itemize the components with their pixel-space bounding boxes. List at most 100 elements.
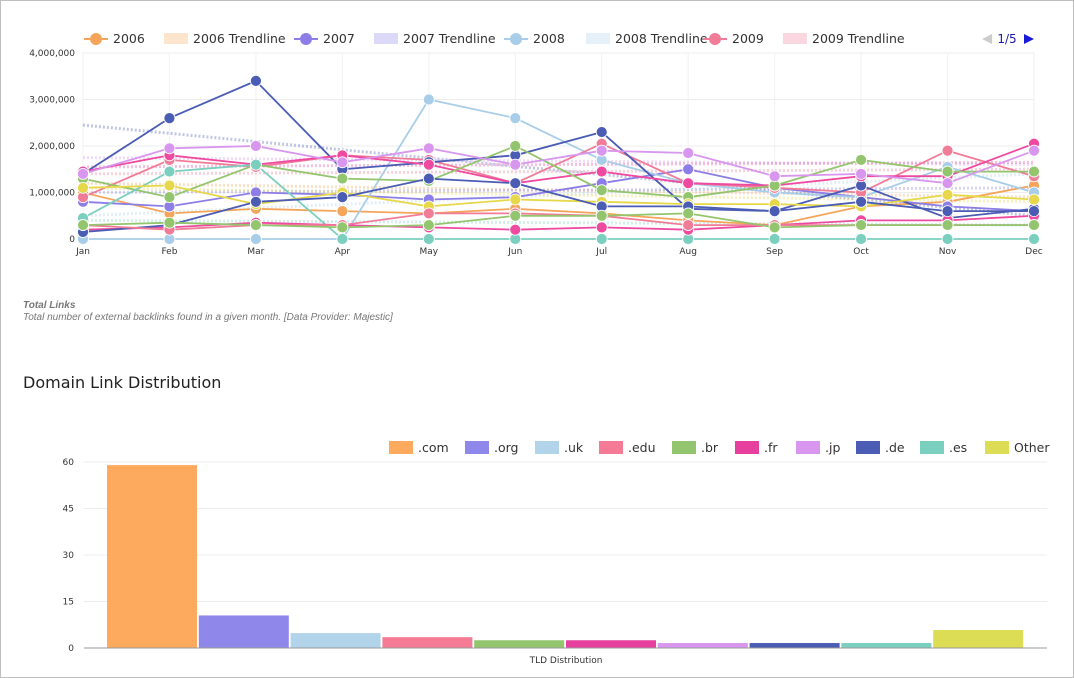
data-point[interactable] — [1028, 165, 1040, 178]
data-point[interactable] — [941, 177, 954, 190]
data-point[interactable] — [855, 154, 867, 166]
data-point[interactable] — [682, 177, 695, 190]
bar[interactable] — [198, 615, 289, 648]
data-point[interactable] — [163, 216, 176, 229]
data-point[interactable] — [336, 221, 349, 234]
legend-label[interactable]: .de — [885, 440, 905, 455]
data-point[interactable] — [77, 181, 89, 194]
legend-next-icon[interactable] — [1024, 34, 1034, 44]
data-point[interactable] — [336, 172, 349, 185]
legend-label[interactable]: 2009 — [732, 31, 764, 46]
data-point[interactable] — [163, 179, 176, 192]
legend-label[interactable]: 2006 — [113, 31, 145, 46]
data-point[interactable] — [768, 205, 781, 218]
legend-label[interactable]: .es — [949, 440, 967, 455]
data-point[interactable] — [1028, 144, 1040, 157]
data-point[interactable] — [250, 195, 262, 208]
data-point[interactable] — [682, 147, 695, 159]
legend-label[interactable]: 2006 Trendline — [193, 31, 286, 46]
data-point[interactable] — [768, 233, 781, 245]
data-point[interactable] — [336, 233, 349, 245]
data-point[interactable] — [1028, 193, 1040, 206]
data-point[interactable] — [595, 144, 608, 157]
data-point[interactable] — [250, 75, 262, 87]
legend-label[interactable]: 2007 — [323, 31, 355, 46]
legend-label[interactable]: .org — [494, 440, 518, 455]
data-point[interactable] — [77, 219, 89, 231]
data-point[interactable] — [855, 233, 867, 245]
legend-label[interactable]: .fr — [764, 440, 778, 455]
data-point[interactable] — [509, 177, 522, 190]
data-point[interactable] — [855, 167, 867, 180]
data-point[interactable] — [1028, 219, 1040, 231]
legend-label[interactable]: Other — [1014, 440, 1050, 455]
data-point[interactable] — [163, 112, 176, 124]
data-point[interactable] — [682, 219, 695, 231]
data-point[interactable] — [163, 191, 176, 204]
data-point[interactable] — [1028, 205, 1040, 218]
data-point[interactable] — [595, 165, 608, 178]
data-point[interactable] — [163, 165, 176, 178]
bar[interactable] — [566, 640, 656, 648]
data-point[interactable] — [595, 221, 608, 234]
data-point[interactable] — [941, 165, 954, 178]
data-point[interactable] — [595, 233, 608, 245]
data-point[interactable] — [250, 219, 262, 231]
data-point[interactable] — [509, 223, 522, 236]
data-point[interactable] — [595, 209, 608, 222]
bar[interactable] — [657, 643, 748, 648]
bar[interactable] — [474, 640, 565, 648]
data-point[interactable] — [422, 219, 435, 231]
data-point[interactable] — [941, 205, 954, 218]
data-point[interactable] — [250, 233, 262, 245]
bar[interactable] — [749, 643, 840, 648]
data-point[interactable] — [941, 188, 954, 201]
data-point[interactable] — [336, 205, 349, 218]
legend-label[interactable]: .jp — [825, 440, 840, 455]
data-point[interactable] — [422, 158, 435, 171]
data-point[interactable] — [509, 140, 522, 152]
data-point[interactable] — [336, 156, 349, 169]
data-point[interactable] — [163, 142, 176, 155]
data-point[interactable] — [855, 219, 867, 231]
legend-label[interactable]: 2008 — [533, 31, 565, 46]
data-point[interactable] — [682, 207, 695, 220]
data-point[interactable] — [250, 140, 262, 152]
data-point[interactable] — [422, 233, 435, 245]
legend-label[interactable]: .com — [418, 440, 449, 455]
legend-prev-icon[interactable] — [982, 34, 992, 44]
data-point[interactable] — [509, 193, 522, 206]
legend-label[interactable]: .edu — [628, 440, 656, 455]
bar[interactable] — [933, 630, 1024, 648]
data-point[interactable] — [422, 207, 435, 220]
data-point[interactable] — [855, 195, 867, 208]
data-point[interactable] — [250, 158, 262, 171]
legend-label[interactable]: 2008 Trendline — [615, 31, 708, 46]
data-point[interactable] — [77, 167, 89, 180]
legend-label[interactable]: .br — [701, 440, 719, 455]
data-point[interactable] — [595, 126, 608, 138]
trendline — [82, 172, 1035, 218]
data-point[interactable] — [682, 163, 695, 176]
bar[interactable] — [841, 643, 932, 648]
legend-label[interactable]: 2009 Trendline — [812, 31, 905, 46]
data-point[interactable] — [941, 233, 954, 245]
data-point[interactable] — [509, 112, 522, 124]
data-point[interactable] — [1028, 233, 1040, 245]
data-point[interactable] — [422, 93, 435, 106]
bar[interactable] — [290, 633, 381, 648]
bar[interactable] — [382, 637, 473, 648]
data-point[interactable] — [768, 170, 781, 183]
data-point[interactable] — [941, 219, 954, 231]
bar[interactable] — [107, 465, 197, 648]
data-point[interactable] — [595, 184, 608, 197]
data-point[interactable] — [509, 158, 522, 171]
data-point[interactable] — [422, 172, 435, 185]
data-point[interactable] — [336, 191, 349, 204]
data-point[interactable] — [422, 142, 435, 155]
data-point[interactable] — [768, 221, 781, 234]
legend-label[interactable]: 2007 Trendline — [403, 31, 496, 46]
legend-label[interactable]: .uk — [564, 440, 584, 455]
data-point[interactable] — [509, 209, 522, 222]
data-point[interactable] — [941, 144, 954, 157]
